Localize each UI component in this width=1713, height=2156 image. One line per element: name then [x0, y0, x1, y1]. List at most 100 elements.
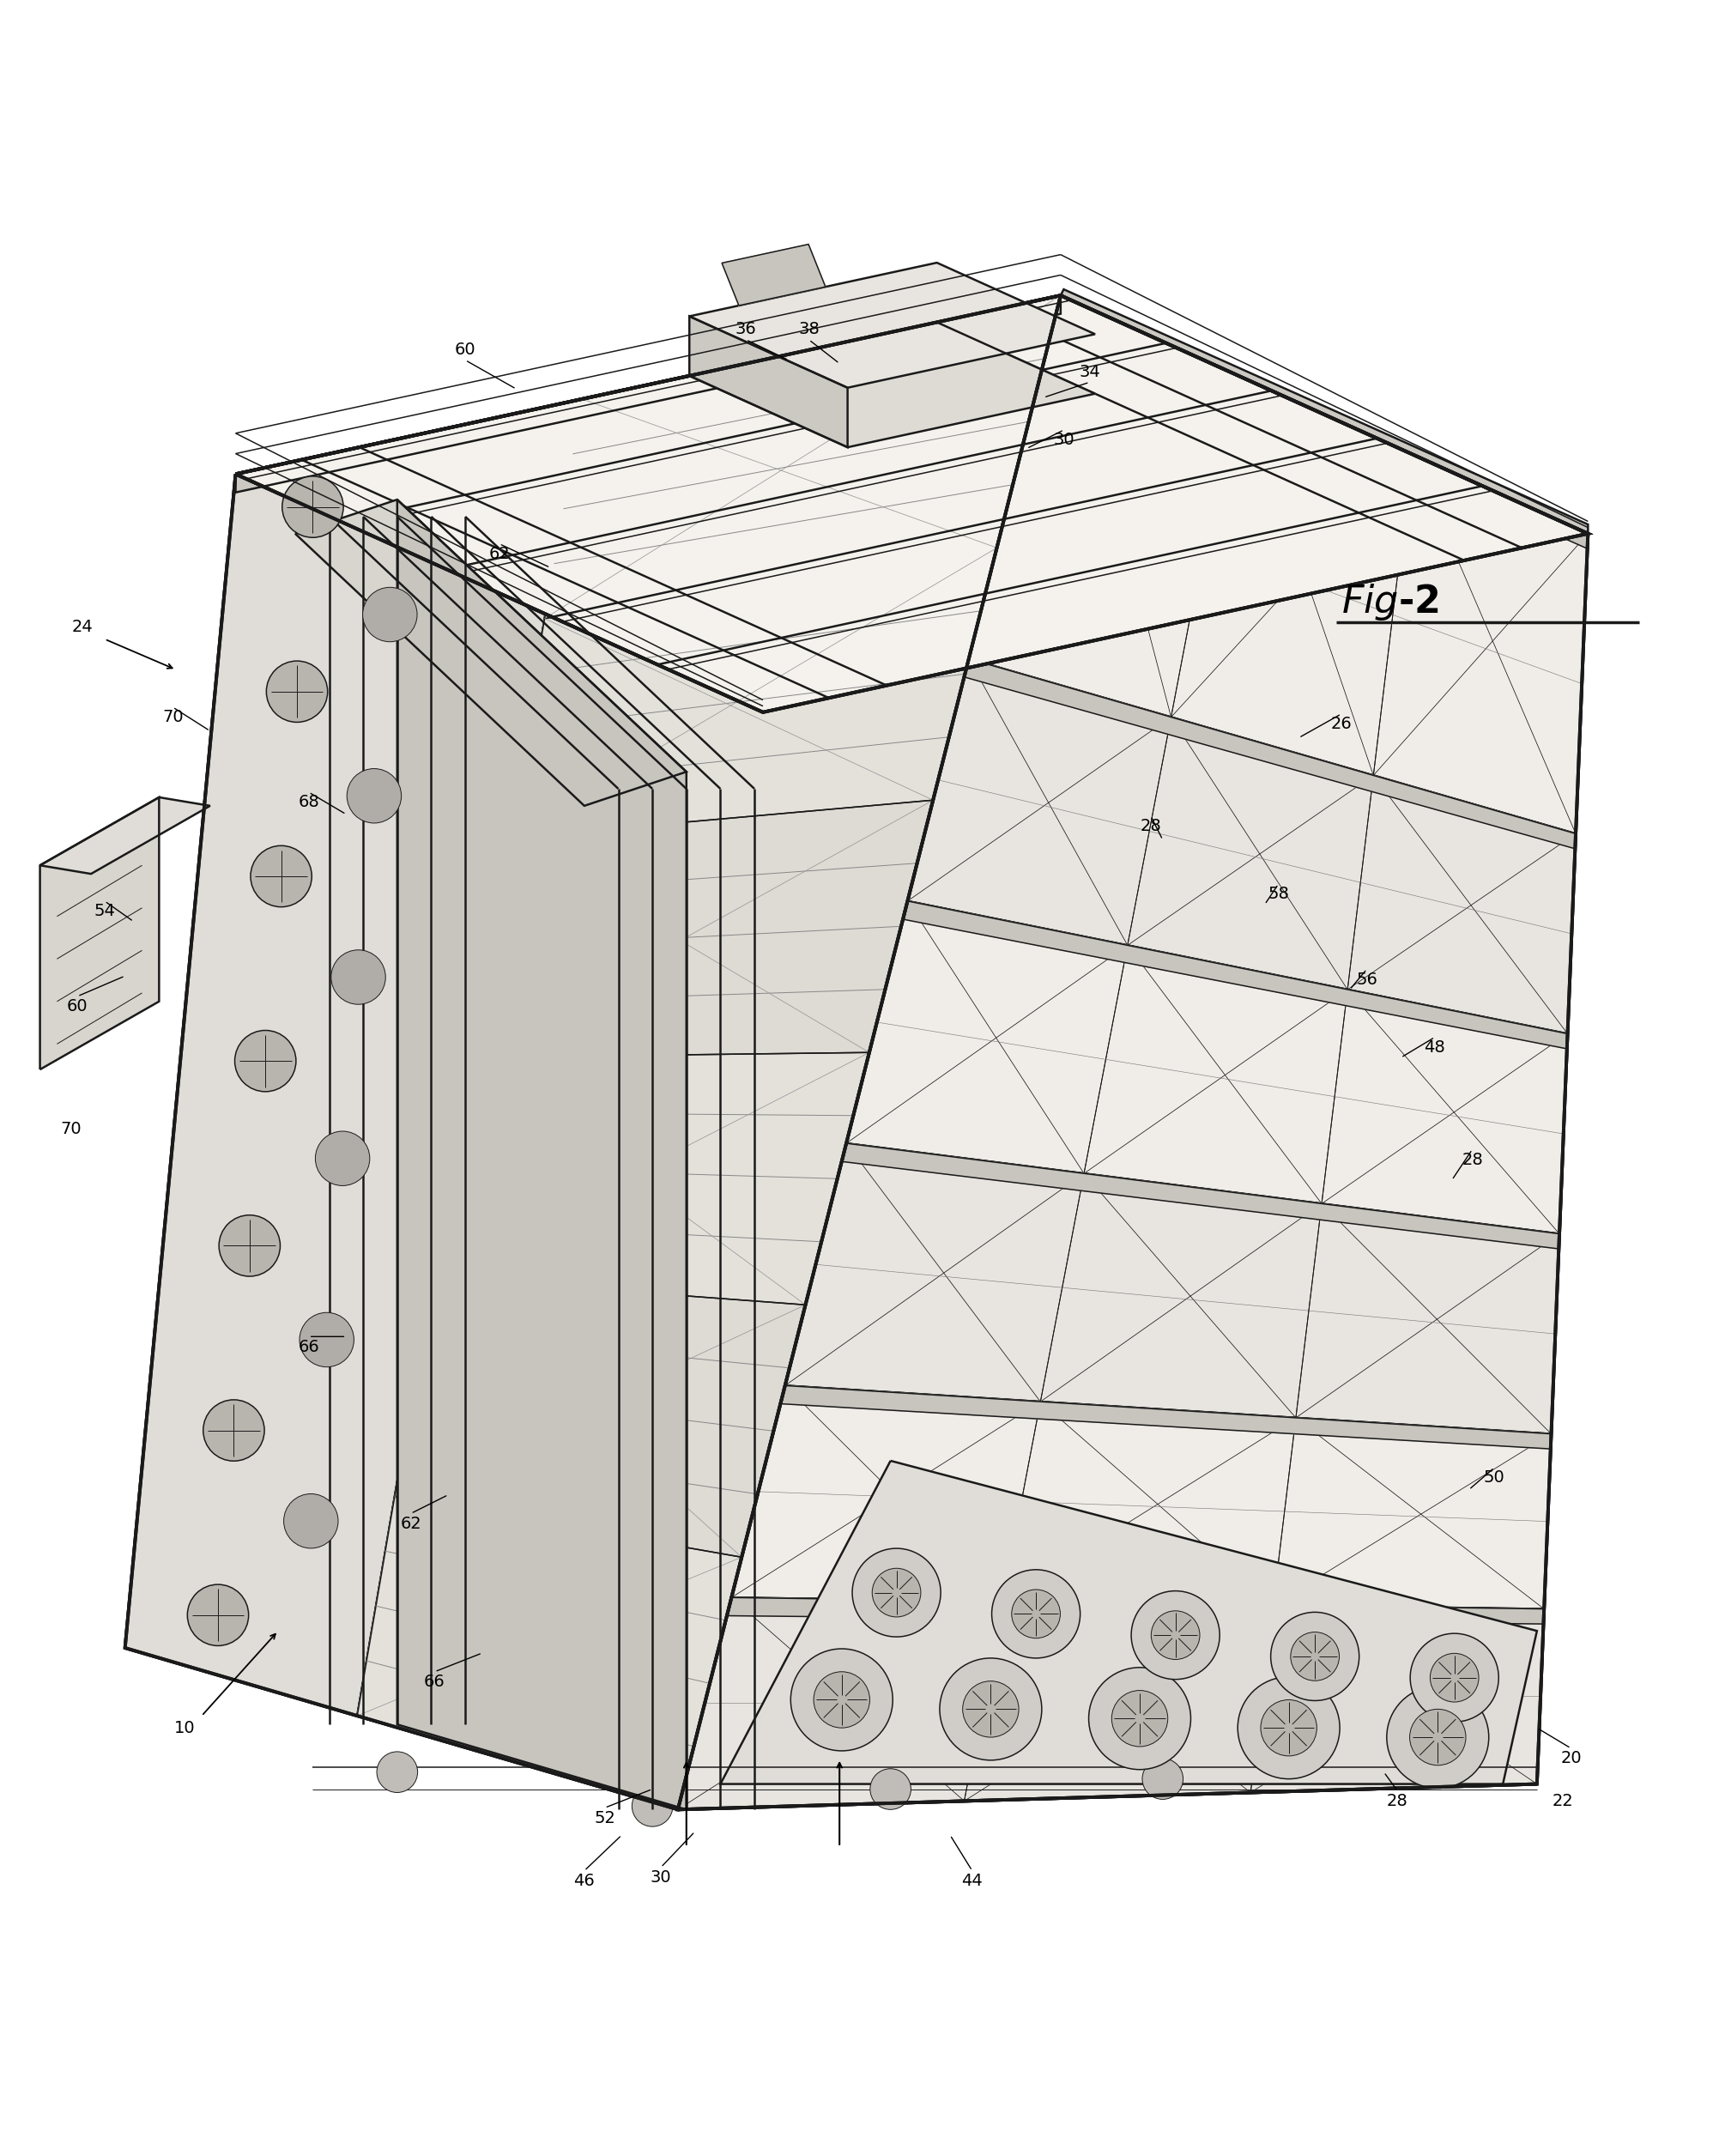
Circle shape	[791, 1649, 892, 1751]
Polygon shape	[469, 800, 934, 1056]
Circle shape	[331, 951, 385, 1005]
Circle shape	[1131, 1591, 1220, 1680]
Circle shape	[1089, 1667, 1191, 1770]
Circle shape	[814, 1671, 870, 1727]
Polygon shape	[970, 295, 1588, 834]
Polygon shape	[908, 660, 1576, 1033]
Polygon shape	[125, 399, 582, 1716]
Polygon shape	[964, 660, 1576, 849]
Text: 44: 44	[961, 1874, 983, 1889]
Polygon shape	[903, 901, 1567, 1048]
Polygon shape	[545, 295, 1060, 619]
Circle shape	[853, 1548, 940, 1636]
Text: $\mathit{Fig}$-2: $\mathit{Fig}$-2	[1341, 582, 1439, 621]
Polygon shape	[689, 263, 1095, 388]
Text: 36: 36	[735, 321, 757, 338]
Polygon shape	[1060, 289, 1588, 535]
Circle shape	[1261, 1699, 1317, 1755]
Text: 56: 56	[1357, 970, 1377, 987]
Polygon shape	[236, 295, 1588, 711]
Polygon shape	[236, 295, 1060, 492]
Circle shape	[1410, 1634, 1499, 1723]
Text: 38: 38	[798, 321, 819, 338]
Circle shape	[250, 845, 312, 908]
Polygon shape	[507, 548, 997, 839]
Circle shape	[377, 1751, 418, 1792]
Circle shape	[1290, 1632, 1340, 1682]
Text: 34: 34	[1079, 364, 1100, 379]
Text: 20: 20	[1561, 1751, 1581, 1766]
Text: 50: 50	[1483, 1470, 1506, 1485]
Circle shape	[1271, 1613, 1358, 1701]
Circle shape	[300, 1313, 355, 1367]
Circle shape	[963, 1682, 1019, 1738]
Circle shape	[219, 1216, 281, 1276]
Circle shape	[204, 1399, 264, 1462]
Polygon shape	[721, 1462, 1537, 1783]
Text: 26: 26	[1331, 716, 1352, 733]
Circle shape	[632, 1785, 673, 1826]
Text: 54: 54	[94, 903, 115, 918]
Text: 60: 60	[67, 998, 87, 1015]
Polygon shape	[358, 1496, 742, 1809]
Text: 58: 58	[1268, 886, 1290, 903]
Polygon shape	[432, 1052, 868, 1304]
Text: 24: 24	[72, 619, 93, 636]
Circle shape	[363, 586, 418, 642]
Circle shape	[348, 770, 401, 824]
Polygon shape	[39, 798, 159, 1069]
Circle shape	[266, 662, 327, 722]
Circle shape	[283, 476, 343, 537]
Circle shape	[235, 1031, 296, 1091]
Text: 28: 28	[1141, 817, 1161, 834]
Polygon shape	[39, 798, 211, 873]
Text: 48: 48	[1424, 1039, 1446, 1056]
Text: 52: 52	[594, 1809, 615, 1826]
Polygon shape	[397, 500, 687, 1809]
Circle shape	[992, 1570, 1081, 1658]
Polygon shape	[726, 1598, 1543, 1623]
Circle shape	[1388, 1686, 1489, 1787]
Polygon shape	[125, 295, 1060, 1809]
Polygon shape	[731, 1386, 1552, 1608]
Polygon shape	[689, 321, 1095, 446]
Text: 28: 28	[1461, 1151, 1483, 1169]
Text: 70: 70	[60, 1121, 81, 1136]
Polygon shape	[781, 1386, 1552, 1449]
Text: 66: 66	[298, 1339, 319, 1354]
Circle shape	[1410, 1710, 1466, 1766]
Polygon shape	[841, 1143, 1559, 1248]
Circle shape	[870, 1768, 911, 1809]
Text: 70: 70	[163, 709, 183, 727]
Polygon shape	[846, 901, 1567, 1233]
Circle shape	[1430, 1654, 1478, 1701]
Text: 28: 28	[1388, 1794, 1408, 1809]
Text: 30: 30	[651, 1869, 671, 1886]
Polygon shape	[678, 295, 1588, 1809]
Circle shape	[872, 1567, 922, 1617]
Text: 22: 22	[1552, 1794, 1573, 1809]
Text: 46: 46	[574, 1874, 594, 1889]
Text: 62: 62	[401, 1516, 421, 1533]
Text: 10: 10	[175, 1720, 195, 1736]
Polygon shape	[678, 1598, 1543, 1809]
Polygon shape	[394, 1276, 805, 1557]
Polygon shape	[295, 500, 687, 806]
Polygon shape	[721, 244, 826, 306]
Circle shape	[1112, 1690, 1168, 1746]
Circle shape	[315, 1132, 370, 1186]
Circle shape	[940, 1658, 1042, 1759]
Circle shape	[1143, 1759, 1184, 1800]
Polygon shape	[785, 1143, 1559, 1434]
Text: 30: 30	[1053, 431, 1074, 448]
Circle shape	[1012, 1589, 1060, 1639]
Circle shape	[1151, 1611, 1199, 1660]
Circle shape	[187, 1585, 248, 1645]
Polygon shape	[358, 295, 1060, 1809]
Polygon shape	[689, 317, 848, 446]
Circle shape	[1238, 1677, 1340, 1779]
Polygon shape	[236, 295, 1588, 711]
Polygon shape	[1055, 295, 1588, 548]
Circle shape	[284, 1494, 337, 1548]
Text: 68: 68	[298, 793, 319, 811]
